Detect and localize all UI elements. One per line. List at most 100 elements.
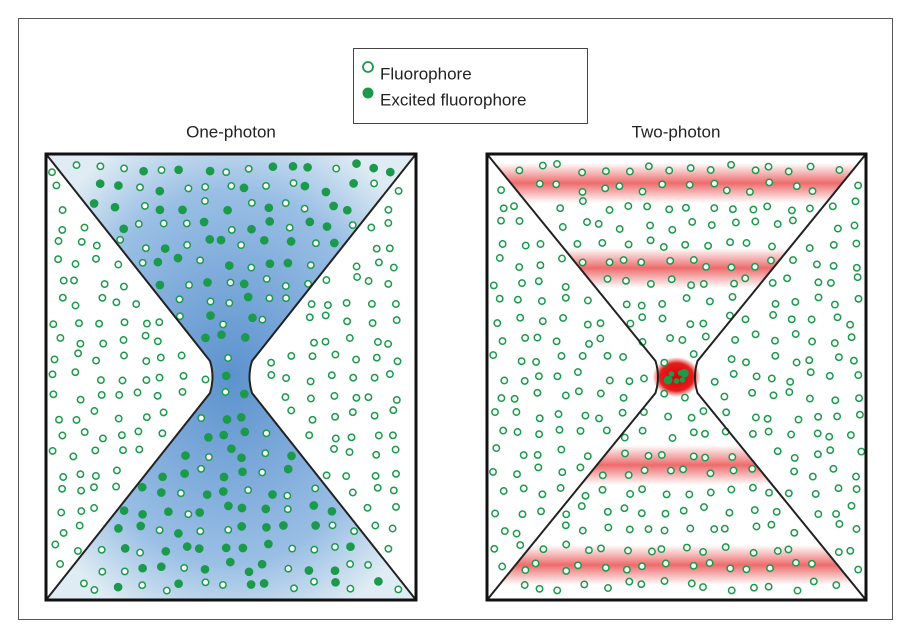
fluorophore xyxy=(489,281,498,290)
fluorophore xyxy=(745,187,754,196)
fluorophore xyxy=(748,429,757,438)
fluorophore xyxy=(323,301,332,310)
fluorophore xyxy=(394,585,403,594)
fluorophore xyxy=(687,281,696,290)
fluorophore xyxy=(749,548,758,557)
fluorophore xyxy=(201,578,210,587)
excited-fluorophore xyxy=(138,509,147,519)
fluorophore xyxy=(305,313,314,322)
fluorophore xyxy=(574,387,583,396)
excited-fluorophore xyxy=(222,415,232,424)
fluorophore xyxy=(72,415,81,424)
fluorophore xyxy=(583,296,592,305)
excited-fluorophore xyxy=(119,506,129,515)
excited-fluorophore xyxy=(346,542,355,552)
fluorophore xyxy=(491,509,500,518)
fluorophore xyxy=(790,453,799,462)
fluorophore xyxy=(576,426,585,435)
fluorophore xyxy=(284,564,293,573)
fluorophore xyxy=(581,411,590,420)
fluorophore xyxy=(499,426,508,435)
excited-fluorophore xyxy=(181,451,190,460)
fluorophore xyxy=(115,391,124,399)
excited-fluorophore xyxy=(216,235,226,245)
excited-fluorophore xyxy=(369,163,379,173)
fluorophore xyxy=(764,162,773,171)
fluorophore xyxy=(847,333,856,342)
excited-fluorophore xyxy=(265,259,275,269)
excited-fluorophore xyxy=(268,162,278,172)
excited-fluorophore xyxy=(240,427,250,437)
fluorophore xyxy=(561,521,570,530)
fluorophore xyxy=(598,238,607,247)
excited-fluorophore xyxy=(205,166,215,176)
fluorophore xyxy=(689,350,698,359)
excited-fluorophore xyxy=(247,224,256,234)
excited-fluorophore xyxy=(113,582,123,592)
fluorophore xyxy=(751,330,760,339)
fluorophore xyxy=(596,334,605,343)
excited-fluorophore xyxy=(174,529,183,538)
fluorophore xyxy=(637,301,646,310)
fluorophore xyxy=(518,510,527,519)
fluorophore xyxy=(637,258,646,267)
fluorophore xyxy=(368,319,377,328)
fluorophore xyxy=(538,490,547,499)
fluorophore xyxy=(114,414,123,423)
fluorophore xyxy=(92,356,101,365)
fluorophore xyxy=(59,528,68,537)
fluorophore xyxy=(704,241,713,250)
fluorophore xyxy=(578,526,587,535)
fluorophore xyxy=(658,180,667,189)
fluorophore xyxy=(142,413,151,422)
panel-border xyxy=(485,152,868,602)
fluorophore xyxy=(513,470,521,479)
fluorophore xyxy=(750,506,759,515)
fluorophore xyxy=(281,199,290,208)
fluorophore xyxy=(722,186,731,195)
fluorophore xyxy=(262,181,270,190)
fluorophore xyxy=(679,465,688,474)
fluorophore xyxy=(852,525,861,533)
fluorophore xyxy=(562,566,571,575)
fluorophore xyxy=(661,509,670,518)
fluorophore xyxy=(310,577,318,586)
fluorophore xyxy=(805,204,814,213)
fluorophore xyxy=(489,351,498,360)
fluorophore xyxy=(300,204,309,213)
fluorophore xyxy=(74,349,83,358)
fluorophore xyxy=(731,218,740,227)
fluorophore xyxy=(558,468,567,477)
red-band xyxy=(487,163,866,203)
fluorophore xyxy=(603,507,612,516)
fluorophore xyxy=(201,183,210,191)
fluorophore xyxy=(157,166,166,175)
fluorophore xyxy=(604,523,613,532)
excited-fluorophore xyxy=(119,224,129,234)
fluorophore xyxy=(618,408,627,417)
fluorophore xyxy=(120,164,129,173)
fluorophore xyxy=(158,429,167,438)
fluorophore xyxy=(48,168,56,177)
fluorophore xyxy=(135,445,144,454)
fluorophore xyxy=(491,408,499,417)
fluorophore xyxy=(659,243,668,251)
excited-fluorophore xyxy=(311,521,320,530)
excited-fluorophore xyxy=(225,557,235,567)
fluorophore xyxy=(283,491,292,500)
panel-border xyxy=(44,152,418,602)
fluorophore xyxy=(687,413,696,422)
excited-fluorophore xyxy=(257,559,267,569)
fluorophore xyxy=(372,353,381,362)
fluorophore xyxy=(535,414,544,423)
fluorophore xyxy=(751,166,760,175)
fluorophore xyxy=(535,430,544,439)
fluorophore xyxy=(660,389,669,398)
fluorophore xyxy=(95,319,104,328)
fluorophore xyxy=(197,464,206,473)
fluorophore xyxy=(287,351,296,360)
fluorophore xyxy=(752,522,761,531)
fluorophore xyxy=(384,219,393,227)
fluorophore xyxy=(533,388,542,397)
